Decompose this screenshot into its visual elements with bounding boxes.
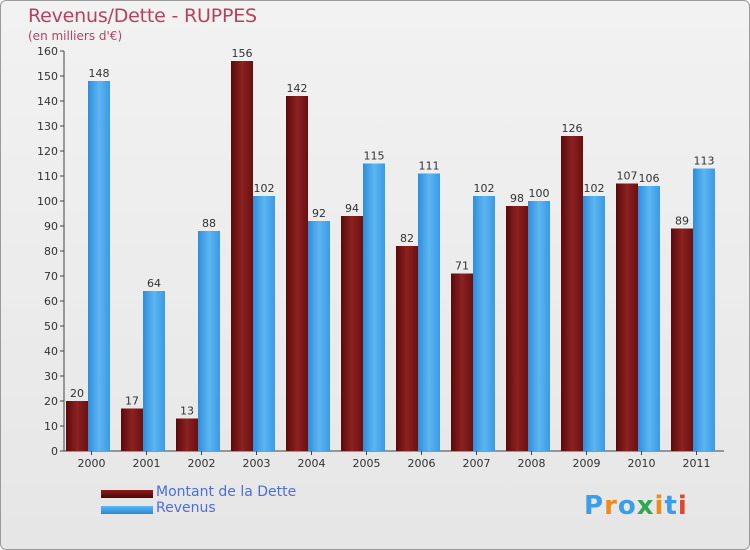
x-tick-label: 2002 <box>188 457 216 470</box>
logo-letter: t <box>664 491 678 521</box>
y-tick-label: 80 <box>44 245 58 258</box>
debt-bar <box>286 96 308 451</box>
y-tick-label: 60 <box>44 295 58 308</box>
legend-label-revenue: Revenus <box>156 500 216 516</box>
y-tick-label: 90 <box>44 220 58 233</box>
y-tick-label: 50 <box>44 320 58 333</box>
data-label: 107 <box>617 170 638 183</box>
data-label: 156 <box>232 47 253 60</box>
logo-letter: r <box>604 491 618 521</box>
data-label: 100 <box>529 187 550 200</box>
revenue-bar <box>418 173 440 451</box>
debt-bar <box>121 408 143 451</box>
x-tick-label: 2010 <box>628 457 656 470</box>
debt-bar <box>451 273 473 451</box>
data-label: 88 <box>202 217 216 230</box>
data-label: 20 <box>70 387 84 400</box>
y-tick-label: 100 <box>37 195 58 208</box>
revenue-bar <box>473 196 495 451</box>
data-label: 111 <box>419 160 440 173</box>
data-label: 115 <box>364 150 385 163</box>
legend-label-debt: Montant de la Dette <box>156 484 297 500</box>
y-tick-label: 10 <box>44 420 58 433</box>
data-label: 89 <box>675 215 689 228</box>
y-tick-label: 120 <box>37 145 58 158</box>
data-label: 102 <box>474 182 495 195</box>
logo-letter: x <box>636 491 655 521</box>
debt-bar <box>616 183 638 451</box>
proxiti-logo: Proxiti <box>584 491 688 521</box>
x-tick-label: 2005 <box>353 457 381 470</box>
revenue-bar <box>253 196 275 451</box>
revenue-bar <box>528 201 550 451</box>
data-label: 102 <box>254 182 275 195</box>
logo-letter: i <box>677 491 688 521</box>
revenue-bar <box>638 186 660 451</box>
debt-bar <box>176 418 198 451</box>
debt-bar <box>66 401 88 451</box>
data-label: 126 <box>562 122 583 135</box>
logo-letter: i <box>654 491 665 521</box>
x-tick-label: 2007 <box>463 457 491 470</box>
data-label: 82 <box>400 232 414 245</box>
legend-swatch-revenue <box>101 506 153 514</box>
revenue-bar <box>693 168 715 451</box>
data-label: 98 <box>510 192 524 205</box>
debt-bar <box>341 216 363 451</box>
y-tick-label: 160 <box>37 45 58 58</box>
data-label: 92 <box>312 207 326 220</box>
y-tick-label: 130 <box>37 120 58 133</box>
data-label: 113 <box>694 155 715 168</box>
y-tick-label: 30 <box>44 370 58 383</box>
debt-bar <box>561 136 583 451</box>
data-label: 13 <box>180 405 194 418</box>
data-label: 102 <box>584 182 605 195</box>
revenue-bar <box>143 291 165 451</box>
x-tick-label: 2004 <box>298 457 326 470</box>
debt-bar <box>671 228 693 451</box>
x-tick-label: 2006 <box>408 457 436 470</box>
logo-letter: P <box>584 491 605 521</box>
y-tick-label: 150 <box>37 70 58 83</box>
x-tick-label: 2001 <box>133 457 161 470</box>
y-tick-label: 20 <box>44 395 58 408</box>
revenue-bar <box>308 221 330 451</box>
chart-title: Revenus/Dette - RUPPES <box>28 5 257 27</box>
data-label: 17 <box>125 395 139 408</box>
debt-bar <box>396 246 418 451</box>
data-label: 106 <box>639 172 660 185</box>
revenue-bar <box>88 81 110 451</box>
revenue-bar <box>198 231 220 451</box>
debt-bar <box>231 61 253 451</box>
x-tick-label: 2000 <box>78 457 106 470</box>
y-tick-label: 0 <box>51 445 58 458</box>
data-label: 71 <box>455 260 469 273</box>
x-tick-label: 2008 <box>518 457 546 470</box>
revenue-bar <box>363 163 385 451</box>
data-label: 94 <box>345 202 359 215</box>
data-label: 142 <box>287 82 308 95</box>
x-tick-label: 2003 <box>243 457 271 470</box>
y-tick-label: 110 <box>37 170 58 183</box>
x-tick-label: 2011 <box>683 457 711 470</box>
logo-letter: o <box>617 491 637 521</box>
y-tick-label: 40 <box>44 345 58 358</box>
data-label: 64 <box>147 277 161 290</box>
y-tick-label: 140 <box>37 95 58 108</box>
data-label: 148 <box>89 67 110 80</box>
revenue-bar <box>583 196 605 451</box>
debt-bar <box>506 206 528 451</box>
x-tick-label: 2009 <box>573 457 601 470</box>
y-tick-label: 70 <box>44 270 58 283</box>
legend-swatch-debt <box>101 490 153 498</box>
chart-subtitle: (en milliers d'€) <box>28 29 123 43</box>
